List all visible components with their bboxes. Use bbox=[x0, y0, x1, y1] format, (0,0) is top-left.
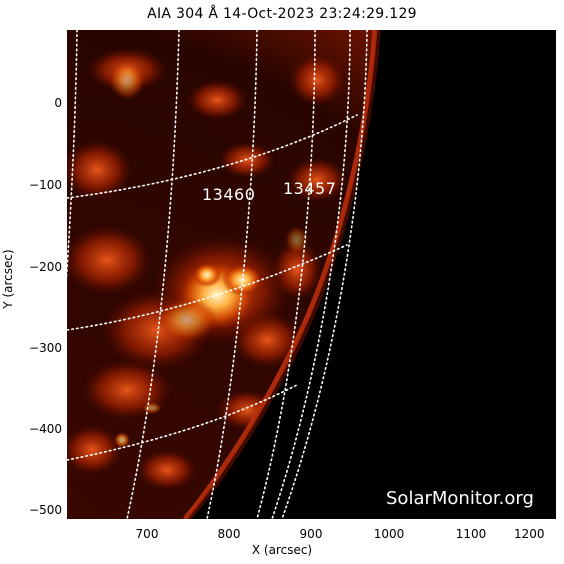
coordinate-grid bbox=[67, 30, 368, 519]
region-label-13457: 13457 bbox=[283, 179, 337, 198]
watermark: SolarMonitor.org bbox=[386, 488, 534, 509]
region-label-13460: 13460 bbox=[202, 185, 256, 204]
y-tick-label: −200 bbox=[29, 260, 62, 274]
x-tick-label: 700 bbox=[135, 527, 159, 541]
x-tick-label: 1100 bbox=[455, 527, 487, 541]
y-axis-label: Y (arcsec) bbox=[1, 249, 15, 309]
x-tick-label: 900 bbox=[299, 527, 323, 541]
solar-image: 13460 13457 SolarMonitor.org bbox=[67, 30, 556, 519]
y-tick-label: −500 bbox=[29, 503, 62, 517]
x-tick-label: 800 bbox=[217, 527, 241, 541]
solar-limb bbox=[183, 30, 378, 519]
image-title: AIA 304 Å 14-Oct-2023 23:24:29.129 bbox=[147, 6, 417, 22]
x-tick-label: 1200 bbox=[514, 527, 545, 541]
x-axis-label: X (arcsec) bbox=[251, 543, 313, 557]
y-tick-label: −100 bbox=[29, 178, 62, 192]
solar-disk-svg bbox=[67, 30, 381, 519]
y-tick-label: −300 bbox=[29, 341, 62, 355]
y-tick-label: 0 bbox=[54, 96, 62, 110]
y-tick-label: −400 bbox=[29, 422, 62, 436]
x-tick-label: 1000 bbox=[373, 527, 405, 541]
